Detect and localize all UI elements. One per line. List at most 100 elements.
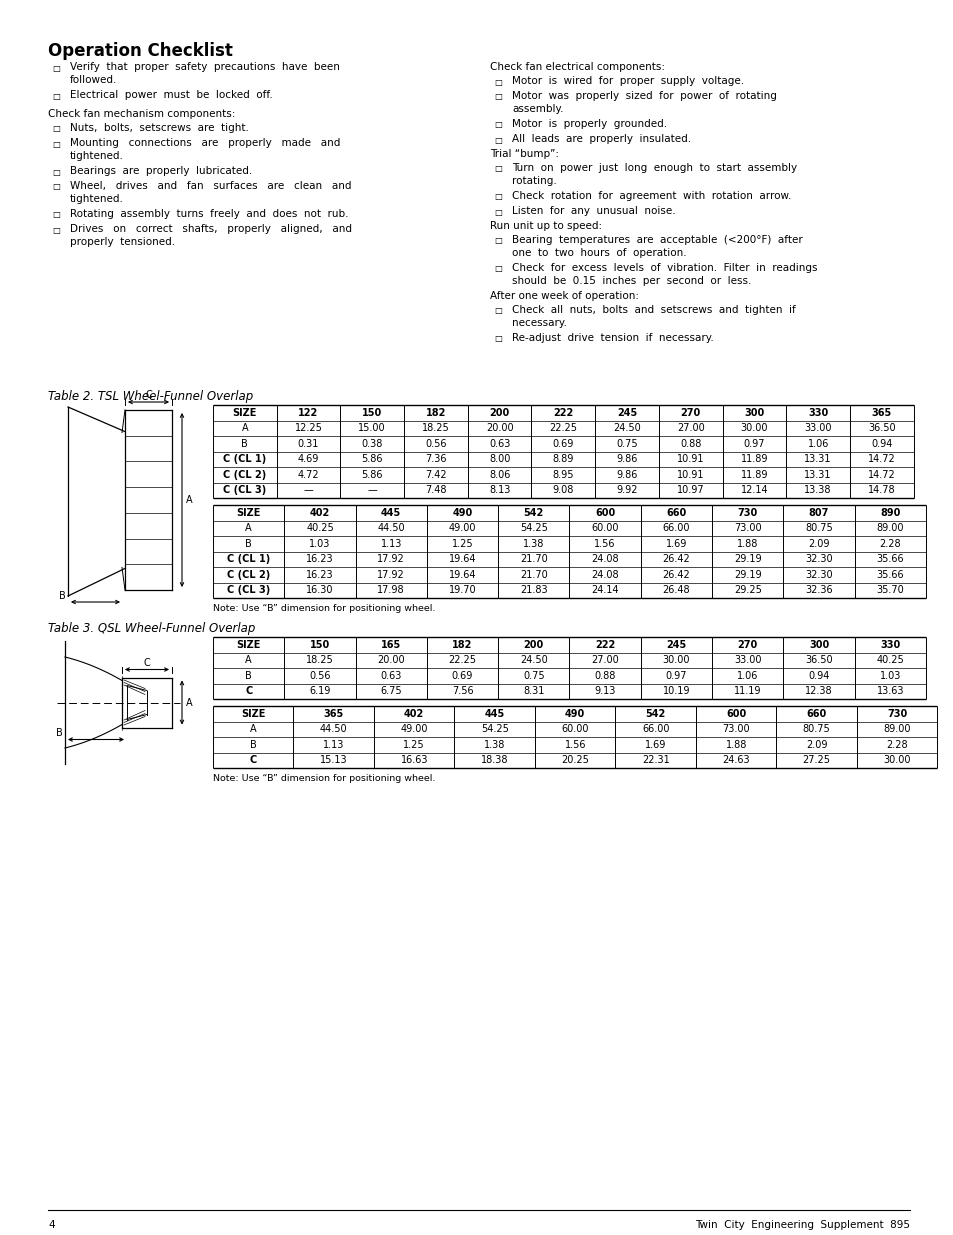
Text: 182: 182 (425, 408, 446, 417)
Text: 807: 807 (808, 508, 828, 517)
Text: 7.36: 7.36 (425, 454, 446, 464)
Text: □: □ (494, 193, 501, 201)
Text: 24.08: 24.08 (591, 555, 618, 564)
Text: 32.36: 32.36 (804, 585, 832, 595)
Text: 2.28: 2.28 (885, 740, 907, 750)
Text: SIZE: SIZE (236, 508, 260, 517)
Text: Table 2. TSL Wheel-Funnel Overlap: Table 2. TSL Wheel-Funnel Overlap (48, 390, 253, 403)
Text: 300: 300 (743, 408, 763, 417)
Text: properly  tensioned.: properly tensioned. (70, 237, 175, 247)
Text: 66.00: 66.00 (662, 524, 689, 534)
Text: 20.00: 20.00 (377, 656, 405, 666)
Text: 165: 165 (381, 640, 401, 650)
Text: 80.75: 80.75 (804, 524, 832, 534)
Text: Check fan mechanism components:: Check fan mechanism components: (48, 109, 235, 119)
Text: 270: 270 (737, 640, 757, 650)
Text: —: — (367, 485, 376, 495)
Text: 0.63: 0.63 (380, 671, 401, 680)
Text: □: □ (52, 183, 60, 191)
Text: 16.63: 16.63 (400, 756, 428, 766)
Text: 14.72: 14.72 (867, 469, 895, 479)
Text: 270: 270 (679, 408, 700, 417)
Text: Nuts,  bolts,  setscrews  are  tight.: Nuts, bolts, setscrews are tight. (70, 124, 249, 133)
Text: 0.38: 0.38 (361, 438, 382, 448)
Text: 1.06: 1.06 (806, 438, 828, 448)
Text: 0.97: 0.97 (665, 671, 686, 680)
Text: 29.25: 29.25 (733, 585, 760, 595)
Text: Motor  is  properly  grounded.: Motor is properly grounded. (512, 119, 666, 128)
Text: rotating.: rotating. (512, 177, 557, 186)
Text: 40.25: 40.25 (306, 524, 334, 534)
Text: 10.97: 10.97 (677, 485, 704, 495)
Text: Check fan electrical components:: Check fan electrical components: (490, 62, 664, 72)
Text: 24.14: 24.14 (591, 585, 618, 595)
Text: 402: 402 (404, 709, 424, 719)
Text: 365: 365 (323, 709, 343, 719)
Text: 122: 122 (298, 408, 318, 417)
Text: Bearing  temperatures  are  acceptable  (<200°F)  after: Bearing temperatures are acceptable (<20… (512, 235, 801, 245)
Text: 60.00: 60.00 (561, 724, 588, 735)
Text: 12.25: 12.25 (294, 424, 322, 433)
Text: 150: 150 (310, 640, 330, 650)
Text: 12.14: 12.14 (740, 485, 767, 495)
Text: 1.25: 1.25 (452, 538, 473, 548)
Text: Trial “bump”:: Trial “bump”: (490, 149, 558, 159)
Text: B: B (59, 592, 66, 601)
Text: 9.08: 9.08 (552, 485, 574, 495)
Text: assembly.: assembly. (512, 104, 563, 114)
Text: 1.13: 1.13 (380, 538, 401, 548)
Text: 600: 600 (725, 709, 745, 719)
Text: □: □ (52, 125, 60, 133)
Text: 490: 490 (564, 709, 585, 719)
Text: 13.31: 13.31 (803, 454, 831, 464)
Text: 19.64: 19.64 (448, 555, 476, 564)
Text: Re-adjust  drive  tension  if  necessary.: Re-adjust drive tension if necessary. (512, 333, 713, 343)
Text: Drives   on   correct   shafts,   properly   aligned,   and: Drives on correct shafts, properly align… (70, 224, 352, 233)
Text: 4: 4 (48, 1220, 54, 1230)
Text: 80.75: 80.75 (802, 724, 830, 735)
Text: 200: 200 (489, 408, 509, 417)
Text: 20.25: 20.25 (560, 756, 589, 766)
Text: 9.86: 9.86 (616, 469, 637, 479)
Text: 73.00: 73.00 (733, 524, 760, 534)
Text: Electrical  power  must  be  locked  off.: Electrical power must be locked off. (70, 90, 273, 100)
Text: 222: 222 (595, 640, 615, 650)
Text: 17.92: 17.92 (377, 569, 405, 579)
Text: SIZE: SIZE (236, 640, 260, 650)
Text: 7.42: 7.42 (425, 469, 446, 479)
Text: 730: 730 (737, 508, 757, 517)
Text: 8.89: 8.89 (552, 454, 574, 464)
Text: 29.19: 29.19 (733, 555, 760, 564)
Text: C: C (245, 687, 252, 697)
Text: 9.13: 9.13 (594, 687, 616, 697)
Text: Twin  City  Engineering  Supplement  895: Twin City Engineering Supplement 895 (695, 1220, 909, 1230)
Text: 35.66: 35.66 (876, 555, 903, 564)
Text: 22.31: 22.31 (641, 756, 669, 766)
Text: tightened.: tightened. (70, 194, 124, 204)
Text: 35.70: 35.70 (876, 585, 903, 595)
Text: 8.06: 8.06 (489, 469, 510, 479)
Text: 29.19: 29.19 (733, 569, 760, 579)
Text: 330: 330 (880, 640, 900, 650)
Text: 20.00: 20.00 (485, 424, 513, 433)
Text: 54.25: 54.25 (519, 524, 547, 534)
Text: 1.03: 1.03 (309, 538, 331, 548)
Text: 6.75: 6.75 (380, 687, 401, 697)
Text: 200: 200 (523, 640, 543, 650)
Text: —: — (303, 485, 314, 495)
Text: 6.19: 6.19 (309, 687, 331, 697)
Text: 54.25: 54.25 (480, 724, 508, 735)
Text: 1.06: 1.06 (737, 671, 758, 680)
Text: 10.91: 10.91 (677, 469, 703, 479)
Text: Check  for  excess  levels  of  vibration.  Filter  in  readings: Check for excess levels of vibration. Fi… (512, 263, 817, 273)
Text: 1.38: 1.38 (483, 740, 505, 750)
Text: B: B (241, 438, 248, 448)
Text: 402: 402 (310, 508, 330, 517)
Text: SIZE: SIZE (241, 709, 265, 719)
Text: 14.72: 14.72 (867, 454, 895, 464)
Text: A: A (245, 524, 252, 534)
Text: 0.88: 0.88 (594, 671, 616, 680)
Text: 36.50: 36.50 (867, 424, 895, 433)
Text: 0.94: 0.94 (807, 671, 829, 680)
Text: 600: 600 (595, 508, 615, 517)
